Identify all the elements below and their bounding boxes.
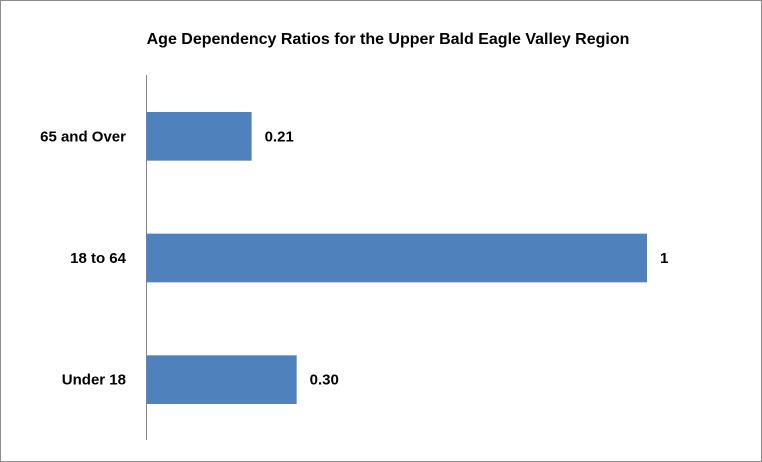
bar	[146, 233, 647, 283]
bar	[146, 355, 297, 404]
y-tick-label: 65 and Over	[40, 128, 126, 145]
value-label: 0.30	[310, 372, 339, 389]
value-label: 1	[660, 250, 668, 267]
y-tick-label: 18 to 64	[70, 250, 127, 267]
y-tick-label: Under 18	[62, 372, 126, 389]
bar	[146, 112, 252, 161]
chart-title: Age Dependency Ratios for the Upper Bald…	[147, 31, 630, 48]
value-label: 0.21	[265, 128, 294, 145]
